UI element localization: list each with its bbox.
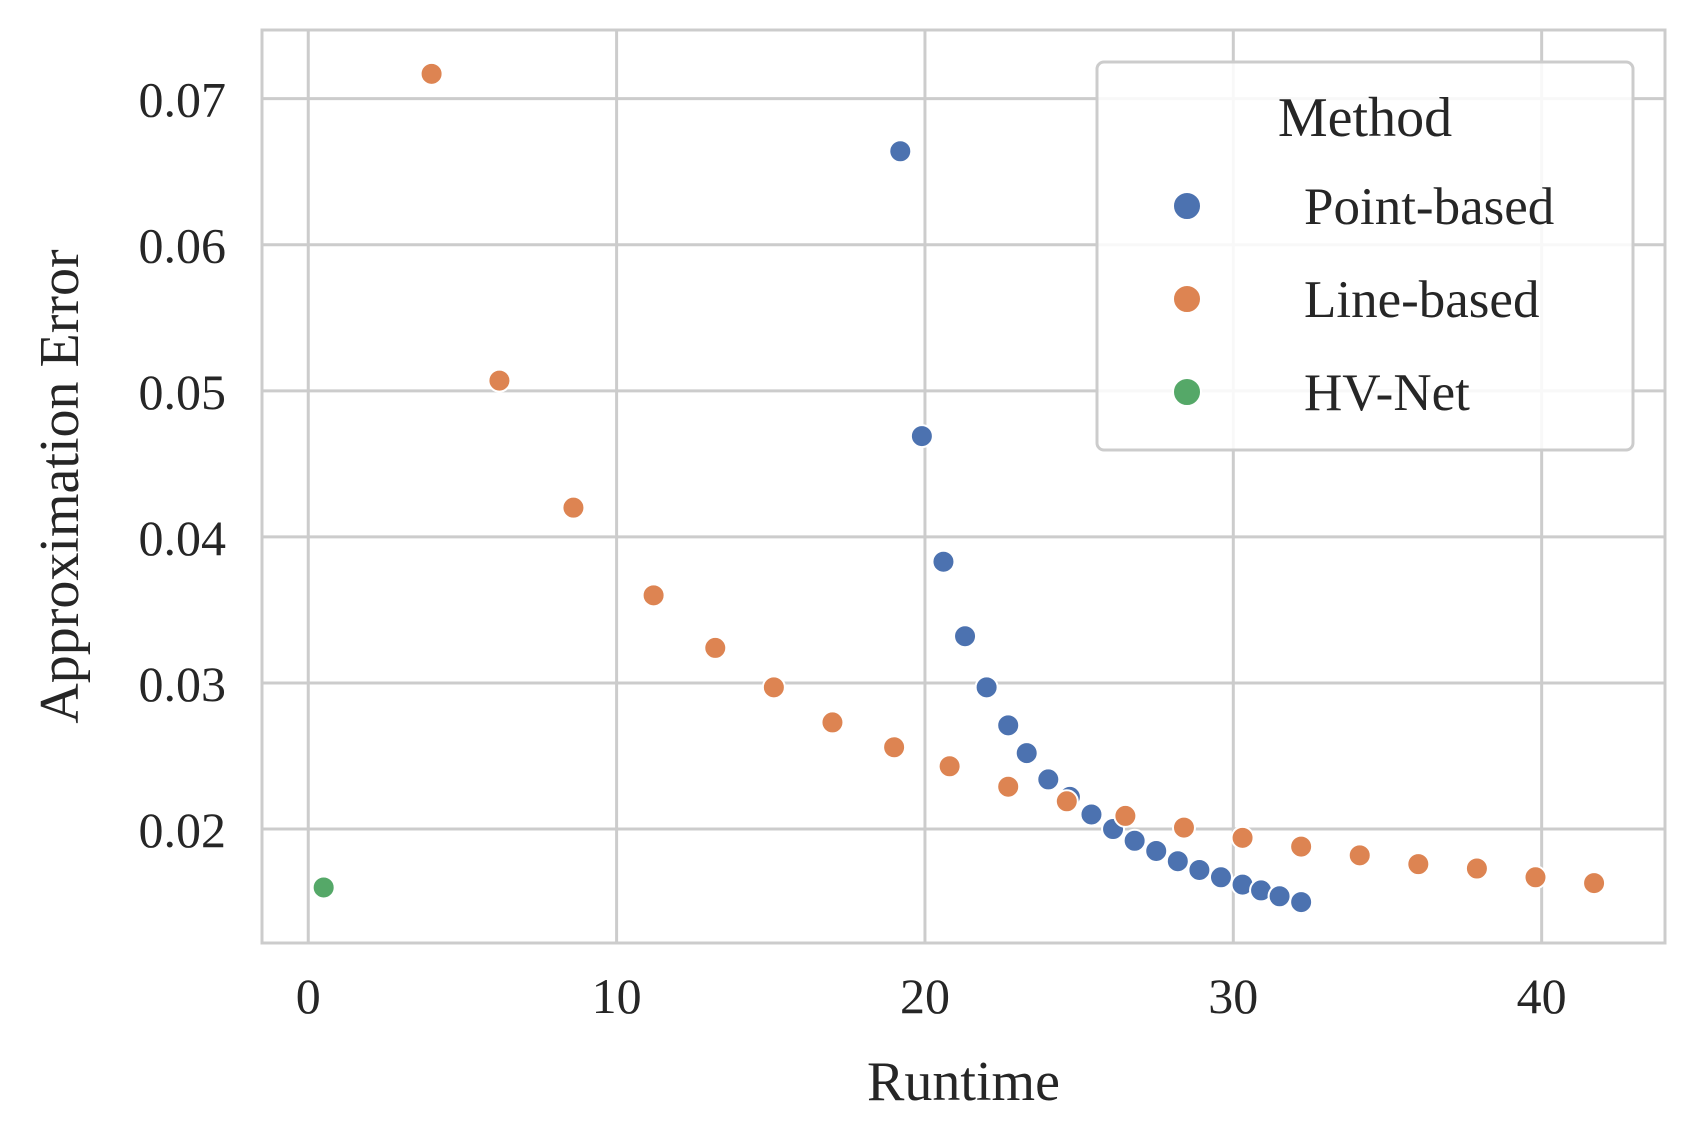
- data-point-line-based: [1406, 852, 1431, 877]
- data-point-point-based: [1122, 828, 1147, 853]
- data-point-point-based: [1144, 838, 1169, 863]
- data-point-line-based: [561, 495, 586, 520]
- data-point-line-based: [1054, 789, 1079, 814]
- y-tick-label: 0.04: [139, 510, 227, 566]
- data-point-line-based: [937, 754, 962, 779]
- data-point-line-based: [1171, 815, 1196, 840]
- data-point-line-based: [820, 710, 845, 735]
- legend-items: Point-based Line-based HV-Net: [1172, 178, 1554, 422]
- y-tick-label: 0.03: [139, 656, 227, 712]
- data-point-point-based: [1187, 857, 1212, 882]
- legend-box: [1095, 60, 1635, 452]
- legend-label: Point-based: [1304, 178, 1554, 236]
- legend-marker: [1172, 377, 1202, 407]
- x-tick-label: 10: [592, 968, 642, 1024]
- data-point-point-based: [1079, 802, 1104, 827]
- data-point-point-based: [1289, 890, 1314, 915]
- data-point-point-based: [996, 713, 1021, 738]
- data-point-hv-net: [311, 875, 336, 900]
- legend-label: HV-Net: [1304, 364, 1470, 422]
- data-point-point-based: [1165, 849, 1190, 874]
- data-point-line-based: [1582, 871, 1607, 896]
- legend: Method Point-based Line-based HV-Net: [1095, 60, 1635, 452]
- x-axis-title: Runtime: [867, 1051, 1060, 1113]
- data-point-point-based: [931, 549, 956, 574]
- data-point-line-based: [1289, 834, 1314, 859]
- data-point-point-based: [1014, 741, 1039, 766]
- data-point-line-based: [1464, 856, 1489, 881]
- legend-title: Method: [1278, 87, 1452, 149]
- legend-marker: [1172, 284, 1202, 314]
- data-point-point-based: [1267, 884, 1292, 909]
- y-tick-label: 0.05: [139, 364, 227, 420]
- data-point-point-based: [1036, 767, 1061, 792]
- y-tick-label: 0.06: [139, 218, 227, 274]
- scatter-points: [311, 61, 1607, 915]
- x-tick-label: 20: [900, 968, 950, 1024]
- legend-label: Line-based: [1304, 271, 1539, 329]
- data-point-line-based: [1347, 843, 1372, 868]
- legend-marker: [1172, 191, 1202, 221]
- x-tick-label: 30: [1208, 968, 1258, 1024]
- data-point-line-based: [1230, 825, 1255, 850]
- data-point-line-based: [882, 735, 907, 760]
- data-point-point-based: [953, 624, 978, 649]
- data-point-line-based: [996, 774, 1021, 799]
- data-point-line-based: [641, 583, 666, 608]
- data-point-line-based: [419, 61, 444, 86]
- data-point-point-based: [888, 139, 913, 164]
- data-point-line-based: [703, 635, 728, 660]
- y-axis-title: Approximation Error: [29, 249, 91, 724]
- data-point-line-based: [1523, 865, 1548, 890]
- data-point-point-based: [909, 424, 934, 449]
- plot-frame: [260, 28, 1667, 945]
- data-point-line-based: [1113, 803, 1138, 828]
- y-tick-label: 0.02: [139, 802, 227, 858]
- data-point-point-based: [974, 675, 999, 700]
- x-tick-label: 0: [296, 968, 321, 1024]
- data-point-point-based: [1208, 865, 1233, 890]
- tick-labels: 0 10 20 30 40 0.02 0.03 0.04 0.05 0.06 0.07: [139, 72, 1567, 1024]
- data-point-line-based: [487, 368, 512, 393]
- x-tick-label: 40: [1517, 968, 1567, 1024]
- y-tick-label: 0.07: [139, 72, 227, 128]
- data-point-line-based: [761, 675, 786, 700]
